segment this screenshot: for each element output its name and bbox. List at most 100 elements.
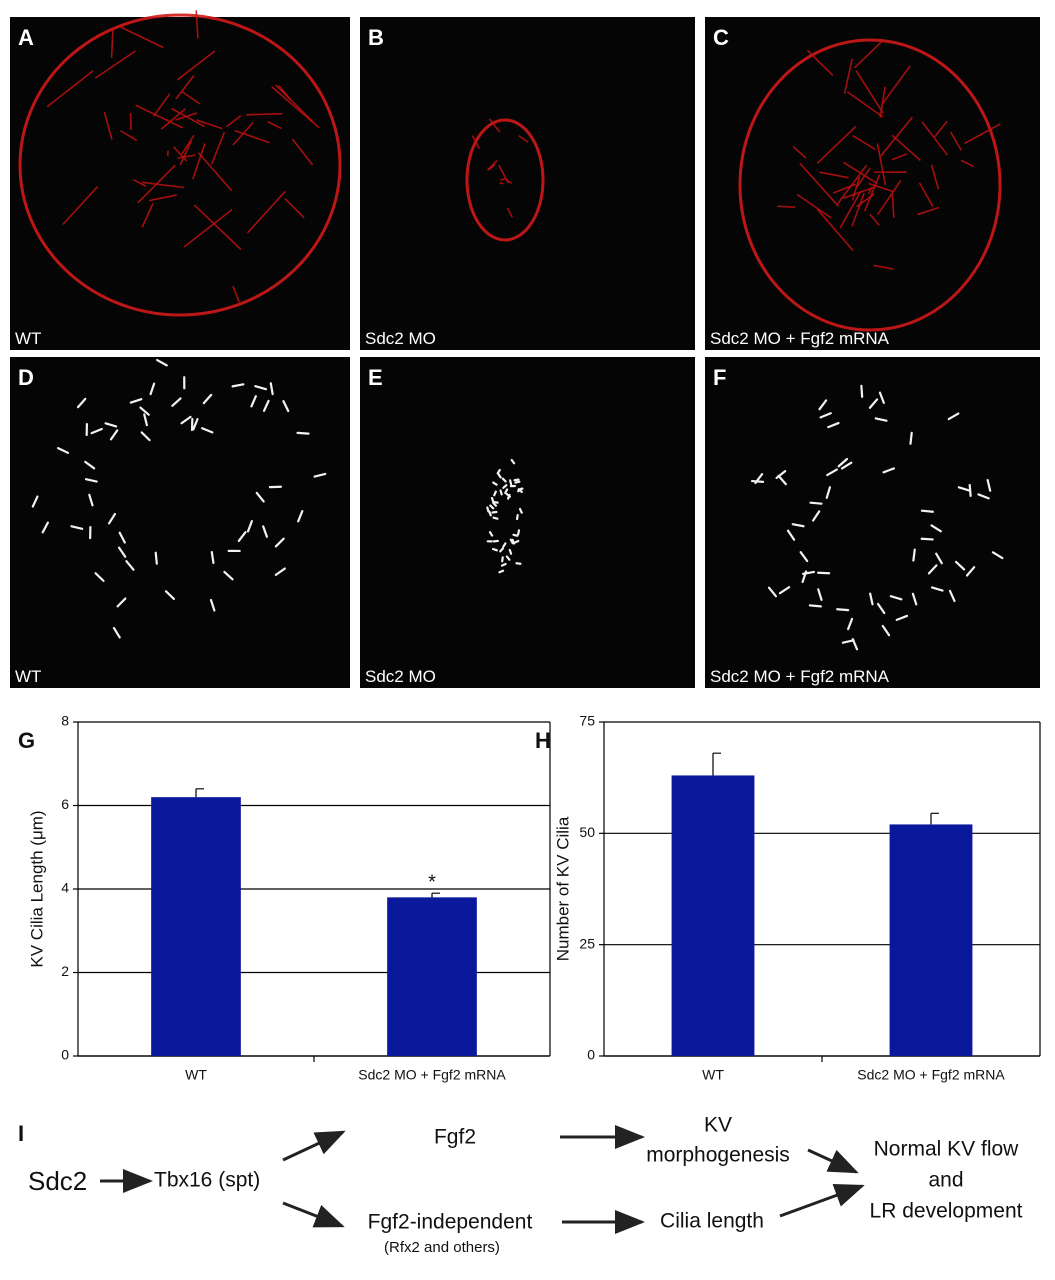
membrane — [46, 70, 94, 108]
cilium — [492, 500, 499, 504]
membrane — [816, 208, 854, 252]
y-tick-label: 4 — [61, 880, 69, 896]
membrane — [851, 176, 861, 201]
cilium — [499, 547, 505, 553]
pathway-diagram: I Sdc2 Tbx16 (spt) Fgf2 KV morphogenesis… — [18, 1114, 1023, 1256]
cilium — [801, 570, 808, 584]
membrane — [488, 164, 496, 171]
charts: 0 2 4 6 8 WT * Sdc2 MO + Fgf2 mRNA KV Cilia Leng… — [18, 713, 1041, 1083]
cilium — [210, 550, 215, 565]
membrane — [819, 171, 849, 179]
image — [10, 357, 350, 688]
cilium — [826, 468, 838, 477]
membrane — [183, 209, 233, 248]
x-tick-label: WT — [185, 1067, 207, 1083]
membrane — [160, 107, 187, 130]
y-axis-label: KV Cilia Length (μm) — [27, 810, 46, 967]
membrane — [137, 164, 176, 204]
cilium — [840, 461, 853, 470]
significance-mark: * — [428, 871, 436, 893]
cilium — [977, 493, 990, 500]
cilium — [502, 484, 508, 489]
membrane — [232, 122, 254, 146]
membrane — [868, 188, 872, 195]
membrane — [856, 167, 871, 188]
membrane-outline — [465, 118, 545, 242]
cilium — [881, 624, 891, 637]
arrow — [807, 1148, 859, 1174]
cilium — [497, 473, 502, 479]
membrane — [869, 213, 880, 226]
node: LR development — [870, 1200, 1023, 1223]
cilium — [825, 486, 832, 499]
node: Fgf2 — [434, 1126, 476, 1149]
membrane — [175, 112, 198, 121]
membrane — [882, 65, 911, 104]
membrane — [94, 50, 136, 79]
cilium — [490, 496, 495, 503]
error-bar — [930, 812, 939, 825]
cilium — [986, 478, 992, 492]
membrane — [181, 91, 201, 105]
membrane — [110, 27, 114, 58]
cilium — [968, 483, 972, 498]
y-tick-label: 8 — [61, 713, 69, 729]
cilium — [116, 597, 127, 608]
membrane — [876, 143, 887, 186]
y-tick-label: 75 — [579, 713, 595, 729]
y-tick-label: 0 — [61, 1047, 69, 1063]
membrane — [192, 143, 206, 180]
cilium — [930, 524, 942, 533]
membrane — [234, 129, 270, 144]
cilium — [935, 552, 943, 565]
image-panel: D WT — [10, 357, 350, 688]
cilium — [88, 493, 94, 507]
cilium — [492, 481, 498, 486]
node: and — [928, 1169, 963, 1192]
cilium — [250, 395, 257, 408]
node: KV — [704, 1114, 732, 1137]
cilium — [109, 429, 119, 441]
cilium — [912, 548, 916, 562]
panel-caption: WT — [15, 667, 41, 686]
cilium — [491, 510, 498, 514]
cilium — [164, 590, 176, 601]
node: Tbx16 (spt) — [154, 1169, 260, 1192]
membrane — [500, 177, 506, 181]
membrane — [847, 91, 884, 118]
cilium — [895, 614, 909, 621]
cilium — [514, 480, 521, 484]
cilium — [948, 589, 956, 603]
membrane — [246, 112, 283, 116]
node: Normal KV flow — [874, 1138, 1020, 1161]
cilium — [237, 531, 247, 542]
cilium — [868, 398, 879, 409]
cilium — [837, 457, 849, 468]
cilium — [70, 525, 84, 530]
cilium — [274, 537, 285, 548]
membrane — [876, 180, 902, 216]
cilium — [930, 586, 944, 592]
panel-letter: I — [18, 1121, 24, 1146]
cilium — [502, 542, 507, 548]
cilium — [192, 418, 199, 431]
bar — [671, 775, 755, 1056]
membrane — [852, 134, 876, 151]
membrane — [868, 182, 894, 193]
cilium — [819, 412, 832, 419]
cilium — [947, 412, 960, 421]
membrane — [839, 190, 862, 229]
cilium — [791, 523, 805, 528]
cilium — [140, 431, 151, 442]
image — [360, 17, 695, 350]
cilium — [927, 564, 938, 575]
cilium — [118, 531, 126, 544]
node: morphogenesis — [646, 1144, 790, 1167]
cilium — [139, 406, 150, 416]
membrane — [506, 207, 513, 218]
arrow — [282, 1130, 346, 1162]
membrane — [880, 116, 913, 157]
membrane — [177, 154, 196, 159]
cilium — [874, 417, 888, 422]
cilium — [920, 537, 934, 541]
